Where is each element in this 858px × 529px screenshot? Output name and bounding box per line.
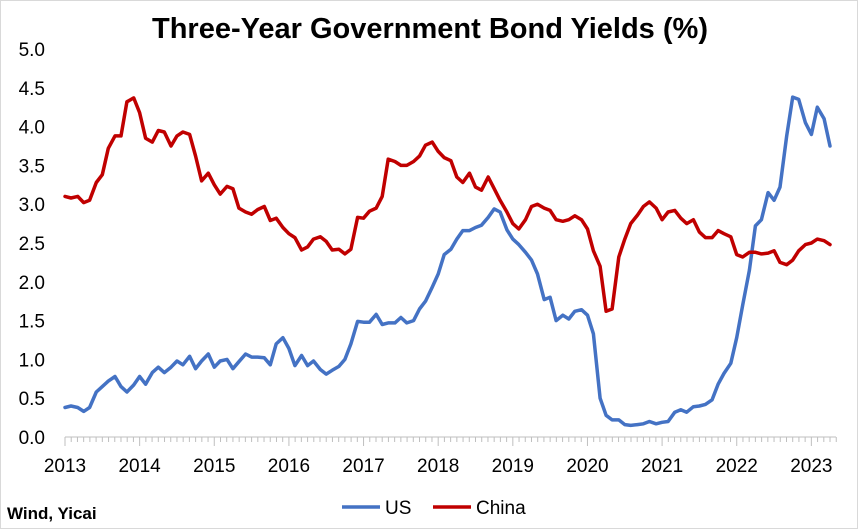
legend: US China [342,498,526,519]
x-tick-label: 2015 [193,456,235,477]
y-tick-label: 1.0 [19,350,45,371]
x-tick-label: 2020 [566,456,608,477]
x-tick-label: 2018 [417,456,459,477]
y-tick-label: 0.0 [19,428,45,449]
y-tick-label: 0.5 [19,389,45,410]
x-tick-label: 2019 [492,456,534,477]
y-tick-label: 5.0 [19,40,45,61]
series-line-china [63,96,832,314]
x-tick-label: 2021 [641,456,683,477]
series-line-us [63,95,832,428]
x-tick-label: 2022 [716,456,758,477]
legend-label-us: US [385,498,411,519]
y-tick-label: 3.0 [19,195,45,216]
chart-title: Three-Year Government Bond Yields (%) [152,13,708,45]
x-axis: 2013 2014 2015 2016 2017 2018 2019 2020 2021 2022… [44,436,837,477]
x-tick-label: 2013 [44,456,86,477]
legend-label-china: China [476,498,526,519]
x-tick-label: 2016 [268,456,310,477]
y-tick-label: 2.5 [19,234,45,255]
y-tick-label: 1.5 [19,312,45,333]
y-tick-label: 2.0 [19,273,45,294]
y-tick-label: 3.5 [19,156,45,177]
y-tick-label: 4.5 [19,79,45,100]
x-tick-label: 2023 [790,456,832,477]
series-layer [63,95,832,428]
x-tick-label: 2017 [342,456,384,477]
x-tick-label: 2014 [118,456,161,477]
y-axis-labels: 0.0 0.5 1.0 1.5 2.0 2.5 3.0 3.5 4.0 4.5 5.0 [19,40,45,449]
y-tick-label: 4.0 [19,118,45,139]
source-note: Wind, Yicai [7,504,97,523]
